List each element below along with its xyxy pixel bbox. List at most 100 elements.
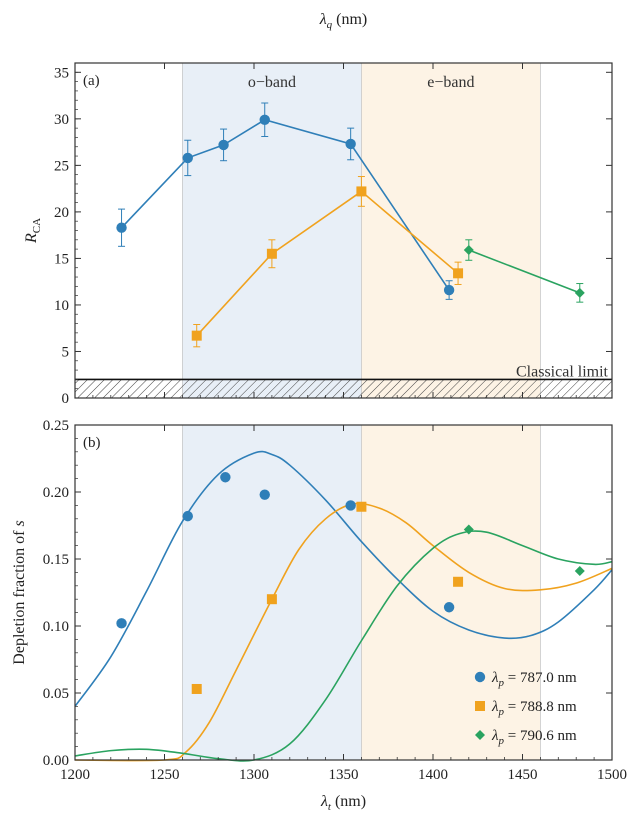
panel-b-tag: (b) (83, 435, 101, 451)
legend-symbol-788: λ (491, 699, 499, 715)
data-point (463, 245, 474, 256)
panel-a-series (116, 102, 585, 348)
legend-value-788: = 788.8 nm (504, 699, 577, 715)
bottom-axis-symbol: λ (320, 793, 328, 810)
panel-a-y-sub: CA (31, 218, 43, 233)
legend-value-790: = 790.6 nm (504, 728, 577, 744)
x-tick-label: 1250 (150, 767, 180, 783)
o-band-label: o−band (248, 74, 296, 91)
y-tick-label: 0.00 (43, 753, 69, 769)
panel-b-y-main: Depletion fraction of (11, 527, 28, 665)
e-band-label: e−band (427, 74, 474, 91)
bottom-axis-sub: t (328, 801, 332, 813)
panel-b-y-italic: s (11, 520, 28, 526)
data-point (443, 284, 455, 296)
data-point (574, 566, 585, 577)
data-point (463, 524, 474, 535)
legend-item-790: λp = 790.6 nm (475, 728, 577, 747)
data-point (266, 594, 277, 605)
data-point (356, 186, 367, 197)
panel-a-y-axis-label: RCA (23, 218, 43, 244)
y-tick-label: 35 (54, 65, 69, 81)
panel-b-y-axis-label: Depletion fraction of s (11, 520, 28, 664)
data-point (259, 489, 270, 500)
data-point (259, 114, 270, 125)
panel-a-bands (181, 63, 541, 398)
y-tick-label: 25 (54, 158, 69, 174)
data-point (191, 330, 202, 341)
top-axis-symbol: λ (319, 11, 327, 28)
y-tick-label: 20 (54, 205, 69, 221)
band-region-0 (182, 63, 362, 398)
legend-item-787: λp = 787.0 nm (474, 670, 577, 689)
legend-marker-790 (475, 730, 485, 740)
panel-a: Classical limit o−band e−band 0 5 10 15 20 25… (23, 11, 613, 407)
data-point (116, 618, 127, 629)
data-point (443, 602, 455, 613)
panel-a-y-main: R (23, 233, 40, 244)
y-tick-label: 0 (62, 391, 70, 407)
legend: λp = 787.0 nm λp = 788.8 nm λp = 790.6 n… (474, 670, 577, 747)
series-line-1 (196, 190, 459, 337)
legend-marker-787 (474, 671, 486, 683)
data-point (182, 152, 193, 164)
classical-limit-region (75, 379, 612, 398)
data-point (345, 138, 356, 150)
legend-symbol-787: λ (491, 670, 499, 686)
bottom-axis-unit: (nm) (331, 793, 366, 810)
x-tick-label: 1350 (329, 767, 359, 783)
legend-value-787: = 787.0 nm (504, 670, 577, 686)
y-tick-label: 0.10 (43, 619, 69, 635)
fit-curve-2 (74, 530, 613, 762)
x-tick-label: 1300 (239, 767, 269, 783)
legend-sub-787: p (498, 677, 505, 689)
x-tick-label: 1200 (60, 767, 90, 783)
series-line-0 (120, 118, 450, 291)
top-axis-label: λq (nm) (319, 11, 368, 31)
y-tick-label: 10 (54, 298, 69, 314)
x-tick-label: 1500 (597, 767, 627, 783)
y-tick-label: 15 (54, 251, 69, 267)
top-axis-unit: (nm) (332, 11, 367, 28)
legend-label-787: λp = 787.0 nm (491, 670, 577, 689)
legend-label-790: λp = 790.6 nm (491, 728, 577, 747)
data-point (453, 268, 464, 279)
data-point (345, 500, 356, 511)
band-region-0 (182, 425, 362, 760)
legend-item-788: λp = 788.8 nm (475, 699, 577, 718)
x-tick-label: 1400 (418, 767, 448, 783)
series-line-2 (468, 249, 581, 294)
y-tick-label: 0.20 (43, 485, 69, 501)
panel-b-series (74, 450, 613, 762)
data-point (356, 501, 367, 512)
x-tick-label: 1450 (508, 767, 538, 783)
panel-b-ticks: 1200 1250 1300 1350 1400 1450 1500 0.00 0.05 0.10… (43, 418, 627, 783)
panel-b: 1200 1250 1300 1350 1400 1450 1500 0.00 0.05 0.10… (11, 418, 627, 813)
y-tick-label: 30 (54, 112, 69, 128)
band-labels: o−band e−band (248, 74, 475, 91)
data-point (266, 248, 277, 259)
y-tick-label: 0.15 (43, 552, 69, 568)
y-tick-label: 0.25 (43, 418, 69, 434)
data-point (453, 576, 464, 587)
classical-limit-label: Classical limit (516, 363, 609, 380)
legend-label-788: λp = 788.8 nm (491, 699, 577, 718)
fit-curve-0 (74, 450, 613, 707)
data-point (116, 222, 127, 233)
data-point (182, 510, 193, 522)
legend-marker-788 (475, 701, 485, 711)
legend-sub-788: p (498, 706, 505, 718)
bottom-axis-label: λt (nm) (320, 793, 366, 813)
top-axis-sub: q (327, 19, 333, 31)
legend-symbol-790: λ (491, 728, 499, 744)
band-region-1 (361, 63, 541, 398)
legend-sub-790: p (498, 735, 505, 747)
y-tick-label: 0.05 (43, 686, 69, 702)
data-point (218, 139, 229, 151)
y-tick-label: 5 (62, 344, 70, 360)
data-point (574, 287, 585, 298)
data-point (220, 472, 231, 483)
panel-a-ticks: 05101520253035920900880860840820800 (54, 62, 613, 407)
data-point (191, 683, 202, 694)
